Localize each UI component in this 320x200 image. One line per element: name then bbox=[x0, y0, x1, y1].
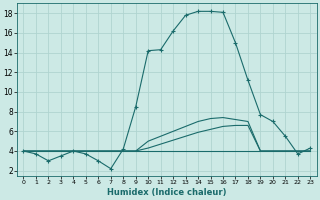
X-axis label: Humidex (Indice chaleur): Humidex (Indice chaleur) bbox=[107, 188, 227, 197]
